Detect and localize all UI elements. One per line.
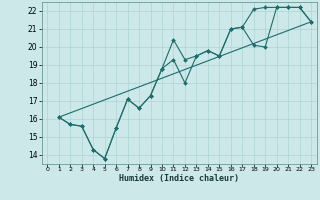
- X-axis label: Humidex (Indice chaleur): Humidex (Indice chaleur): [119, 174, 239, 183]
